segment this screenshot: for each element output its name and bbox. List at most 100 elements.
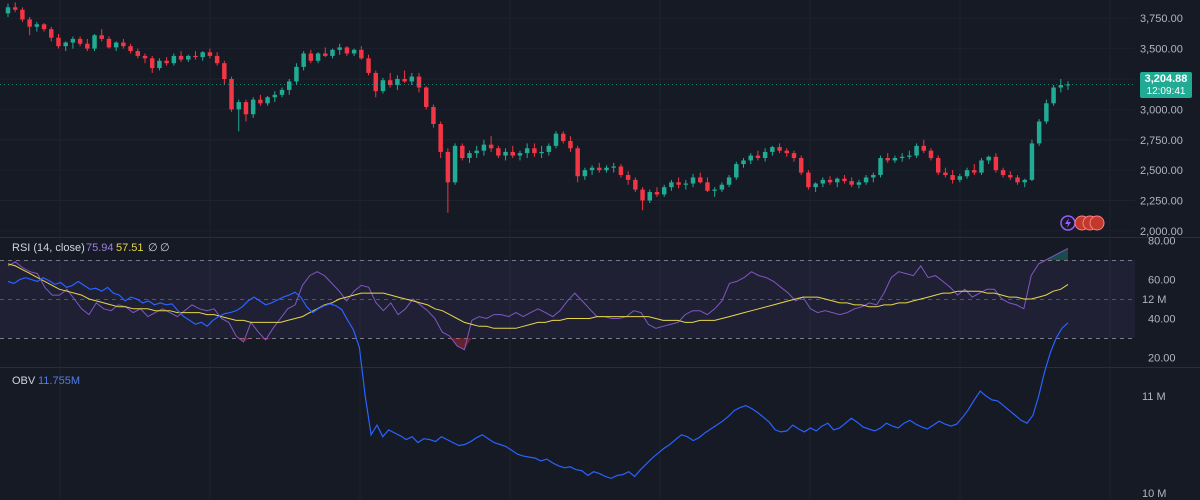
price-axis-tick: 3,000.00	[1140, 104, 1183, 116]
candle	[726, 175, 732, 188]
price-axis-tick: 2,750.00	[1140, 135, 1183, 147]
candle-body	[258, 99, 263, 104]
candle-body	[972, 170, 977, 173]
candle-body	[445, 151, 451, 183]
candle	[943, 167, 948, 178]
candle	[690, 173, 696, 188]
candle-body	[777, 147, 782, 151]
candle	[70, 36, 76, 49]
candle	[337, 43, 342, 55]
candle-body	[719, 184, 725, 190]
candle	[921, 139, 927, 154]
candle-body	[250, 99, 256, 115]
candle-body	[5, 7, 11, 14]
candle	[957, 173, 963, 183]
candle	[604, 165, 609, 173]
candle-body	[640, 189, 645, 201]
candle-body	[647, 192, 653, 201]
candle	[178, 51, 184, 62]
candle	[431, 104, 436, 128]
candle-body	[20, 9, 25, 20]
candle	[928, 148, 934, 161]
candle	[272, 91, 278, 103]
candle	[625, 171, 631, 185]
candle-body	[286, 81, 292, 90]
candle	[748, 153, 753, 165]
candle	[654, 187, 660, 197]
candle-body	[907, 155, 912, 157]
candle	[445, 148, 451, 213]
candle	[798, 155, 804, 176]
candle-body	[351, 49, 357, 54]
candle	[1008, 171, 1013, 180]
price-axis-tick: 3,750.00	[1140, 13, 1183, 25]
candle-body	[827, 179, 833, 183]
rsi-axis-tick: 60.00	[1148, 275, 1176, 287]
candle	[524, 143, 530, 158]
candle-body	[690, 177, 696, 184]
candle	[496, 145, 501, 158]
candle-body	[344, 47, 350, 54]
candle	[113, 41, 119, 52]
rsi-ma-legend-value: 57.51	[116, 242, 144, 254]
candle	[416, 72, 422, 93]
candle-body	[849, 181, 854, 185]
candle-body	[820, 179, 826, 184]
candle-body	[467, 153, 472, 158]
candle	[77, 36, 83, 47]
obv-series	[7, 277, 1069, 480]
candle-body	[683, 183, 689, 185]
candle-body	[712, 189, 717, 191]
candle-body	[481, 144, 487, 151]
candle	[157, 58, 162, 71]
candle	[935, 155, 941, 176]
candle	[301, 51, 306, 71]
candle-body	[784, 150, 790, 154]
candle-body	[741, 160, 746, 165]
candle	[676, 177, 681, 189]
event-markers[interactable]	[1060, 215, 1105, 231]
candle-body	[546, 145, 552, 152]
candle-body	[222, 63, 227, 79]
price-axis-tick: 3,500.00	[1140, 44, 1183, 56]
candle-body	[330, 49, 335, 56]
candle-body	[301, 53, 306, 67]
candle	[315, 52, 321, 64]
candle-body	[582, 170, 588, 177]
candle-body	[99, 35, 104, 39]
candle-body	[1022, 179, 1027, 183]
candle	[171, 53, 177, 66]
candle-body	[387, 80, 393, 86]
candle	[914, 143, 919, 158]
obv-legend[interactable]: OBV 11.755M	[12, 375, 80, 387]
candle-body	[568, 140, 573, 149]
candle-body	[279, 89, 285, 95]
candle-body	[488, 144, 494, 149]
candle	[12, 2, 18, 13]
rsi-axis[interactable]: 80.00 60.00 40.00 20.00	[1148, 236, 1176, 365]
rsi-legend[interactable]: RSI (14, close) 75.94 57.51 ∅ ∅	[12, 242, 170, 254]
candle-body	[892, 158, 898, 161]
last-price-countdown: 12:09:41	[1147, 86, 1186, 97]
rsi-legend-label: RSI (14, close)	[12, 242, 85, 254]
candle-body	[337, 47, 342, 50]
candle-body	[423, 87, 429, 107]
candle-body	[164, 60, 169, 64]
candle-body	[791, 153, 797, 158]
candle	[1022, 178, 1027, 188]
candle-body	[1000, 170, 1006, 176]
candle-body	[618, 166, 624, 176]
candle	[633, 177, 638, 193]
us-flag-icon[interactable]	[1089, 215, 1105, 231]
candle-body	[77, 38, 83, 44]
candle-body	[589, 167, 595, 171]
obv-axis[interactable]: 12 M 11 M 10 M	[1142, 294, 1166, 500]
candle-body	[70, 38, 76, 43]
rsi-series	[7, 247, 1069, 351]
candle-body	[575, 148, 580, 177]
candle	[553, 131, 559, 149]
candle-body	[726, 177, 732, 185]
